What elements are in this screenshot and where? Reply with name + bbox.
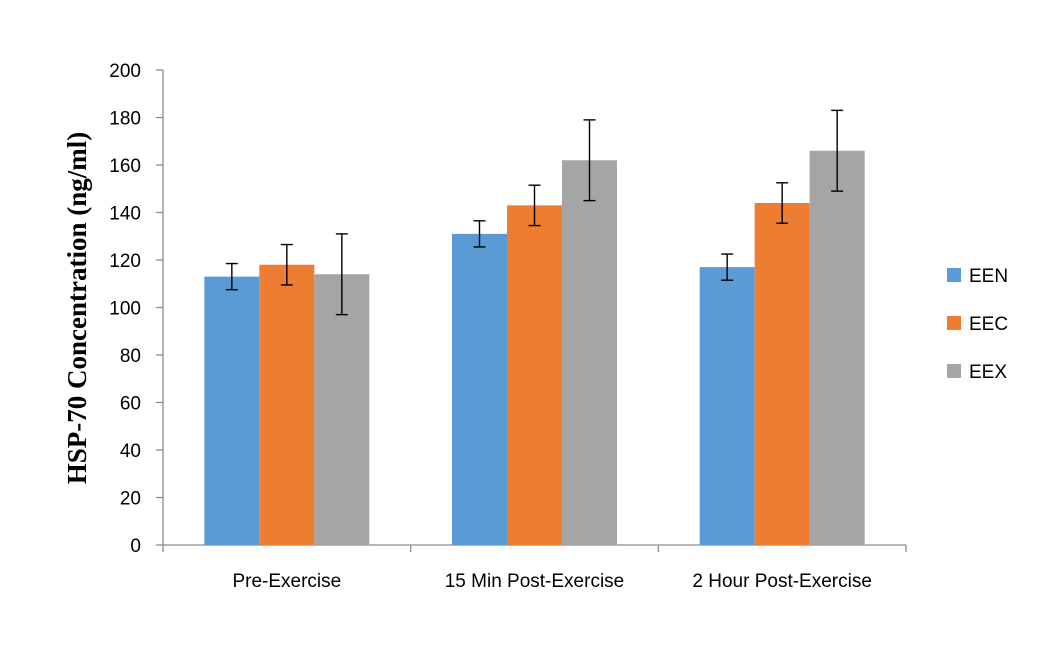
legend-swatch-een: [947, 268, 961, 282]
y-tick-label: 100: [109, 299, 141, 320]
bar-een: [452, 233, 507, 545]
y-tick-label: 180: [109, 109, 141, 130]
x-category-label: 2 Hour Post-Exercise: [692, 571, 872, 592]
bars: [204, 150, 865, 545]
bar-eex: [562, 160, 617, 545]
bar-een: [204, 276, 260, 545]
y-tick-label: 40: [120, 441, 141, 462]
legend-label-een: EEN: [969, 266, 1008, 287]
bar-eex: [809, 150, 865, 545]
y-tick-label: 140: [109, 204, 141, 225]
bar-eec: [507, 205, 562, 545]
x-category-label: 15 Min Post-Exercise: [445, 571, 625, 592]
legend-swatch-eec: [947, 316, 961, 330]
legend-label-eex: EEX: [969, 362, 1007, 383]
x-axis-labels: Pre-Exercise 15 Min Post-Exercise 2 Hour P…: [232, 571, 871, 592]
x-category-label: Pre-Exercise: [232, 571, 341, 592]
bar-een: [699, 267, 755, 545]
y-tick-label: 60: [120, 394, 141, 415]
legend: EEN EEC EEX: [947, 266, 1008, 383]
bar-eec: [754, 203, 810, 545]
y-tick-label: 120: [109, 251, 141, 272]
legend-label-eec: EEC: [969, 314, 1008, 335]
y-tick-label: 0: [130, 536, 141, 557]
y-tick-label: 80: [120, 346, 141, 367]
y-tick-label: 200: [109, 61, 141, 82]
bar-eec: [259, 264, 315, 545]
y-tick-label: 160: [109, 156, 141, 177]
error-bars: [225, 109, 844, 316]
legend-swatch-eex: [947, 364, 961, 378]
y-axis-ticks: 0 20 40 60 80 100 120 140 160 180 200: [109, 61, 163, 557]
bar-eex: [314, 274, 370, 545]
y-tick-label: 20: [120, 489, 141, 510]
y-axis-title: HSP-70 Concentration (ng/ml): [62, 132, 92, 484]
